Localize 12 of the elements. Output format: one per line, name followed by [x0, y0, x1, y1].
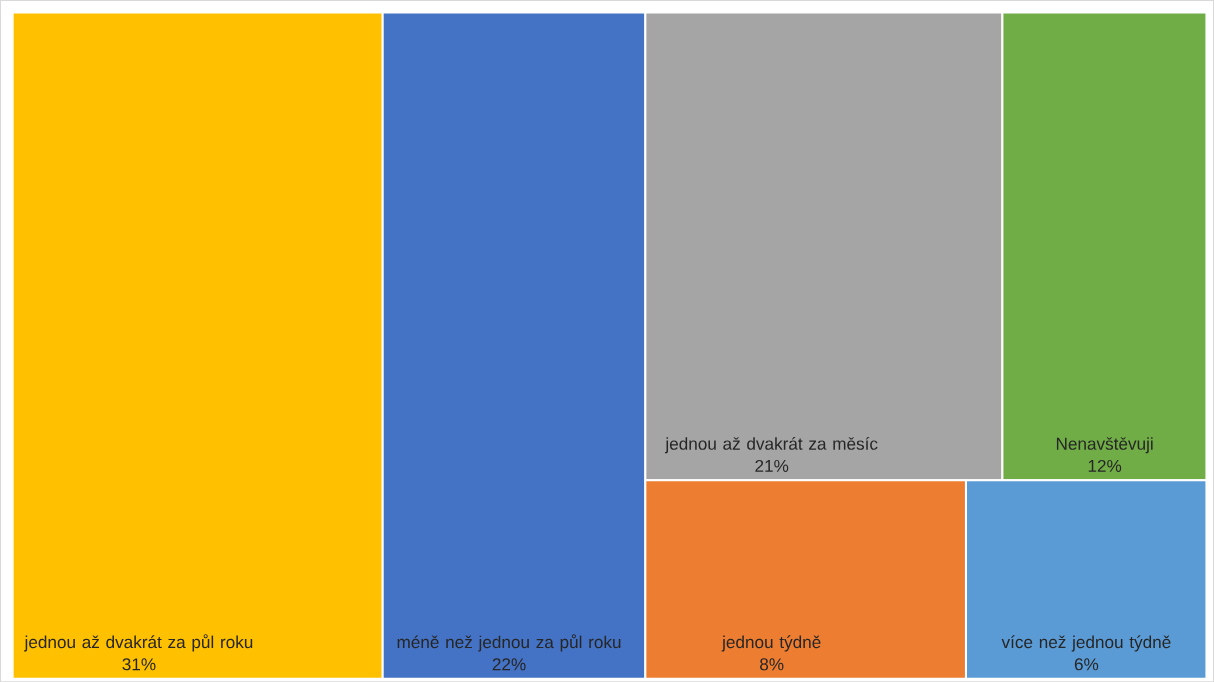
category-label: jednou až dvakrát za půl roku: [24, 634, 253, 652]
category-label: méně než jednou za půl roku: [397, 634, 621, 652]
category-label: jednou až dvakrát za měsíc: [664, 436, 878, 454]
category-label: více než jednou týdně: [1001, 635, 1171, 652]
data-label: 8%: [760, 658, 784, 671]
data-label: 6%: [1074, 658, 1099, 671]
data-label: 21%: [755, 459, 789, 472]
category-label: jednou týdně: [721, 635, 821, 652]
data-label: 31%: [122, 658, 156, 671]
data-label: 12%: [1088, 459, 1122, 472]
data-label: 22%: [492, 658, 526, 671]
category-label: Nenavštěvuji: [1056, 437, 1153, 454]
